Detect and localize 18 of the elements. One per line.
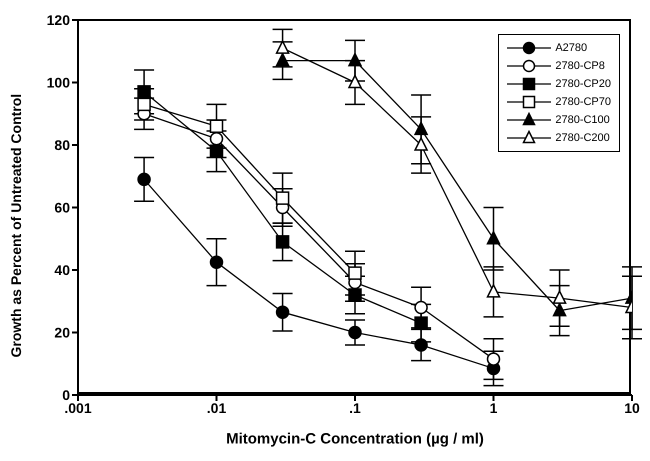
x-tick-label: 1 [490, 400, 498, 416]
y-tick-label: 100 [46, 74, 70, 90]
x-tick-label: 10 [624, 400, 640, 416]
legend-label: 2780-C100 [555, 114, 610, 126]
legend-label: 2780-CP8 [555, 60, 605, 72]
x-tick-label: .1 [349, 400, 362, 416]
x-tick-label: .01 [206, 400, 226, 416]
y-tick-label: 40 [54, 262, 70, 278]
y-tick-label: 120 [46, 12, 70, 28]
x-axis-title: Mitomycin-C Concentration (µg / ml) [226, 430, 484, 448]
legend-label: 2780-CP70 [555, 96, 611, 108]
legend-label: A2780 [555, 42, 588, 54]
y-tick-label: 20 [54, 324, 70, 340]
y-tick-label: 60 [54, 199, 70, 216]
legend-label: 2780-CP20 [555, 78, 611, 90]
y-tick-label: 80 [54, 136, 70, 153]
y-axis-title: Growth as Percent of Untreated Control [8, 94, 24, 358]
legend-label: 2780-C200 [555, 132, 610, 144]
